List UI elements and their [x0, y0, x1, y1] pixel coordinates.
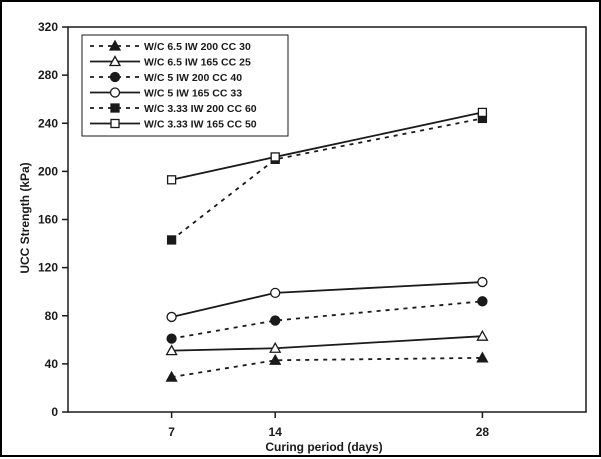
y-tick-label: 0	[51, 405, 58, 419]
legend-marker	[108, 55, 122, 67]
legend: W/C 6.5 IW 200 CC 30 W/C 6.5 IW 165 CC 25…	[81, 34, 289, 137]
data-point	[477, 107, 488, 118]
data-point	[165, 344, 178, 356]
series-1	[165, 351, 489, 382]
x-tick-label: 14	[269, 425, 283, 439]
y-tick-label: 320	[38, 20, 58, 34]
legend-marker	[110, 103, 120, 113]
data-point	[166, 311, 177, 323]
y-tick-label: 160	[38, 213, 58, 227]
data-point	[477, 296, 488, 307]
legend-label: W/C 5 IW 165 CC 33	[144, 88, 242, 100]
legend-marker	[110, 118, 120, 129]
data-point	[269, 341, 282, 353]
data-point	[166, 175, 177, 185]
y-tick-label: 80	[45, 309, 59, 323]
series-6	[166, 107, 488, 185]
series-3	[166, 296, 488, 344]
data-point	[270, 287, 281, 299]
series-4	[166, 276, 488, 323]
data-point	[270, 315, 281, 326]
y-tick-label: 280	[38, 68, 58, 82]
series-layer	[165, 107, 489, 382]
y-tick-label: 120	[38, 261, 58, 275]
legend-label: W/C 3.33 IW 165 CC 50	[144, 119, 257, 131]
data-point	[166, 333, 177, 344]
legend-label: W/C 3.33 IW 200 CC 60	[144, 103, 257, 115]
x-tick-label: 28	[476, 425, 490, 439]
data-point	[477, 276, 488, 288]
x-axis-title: Curing period (days)	[265, 440, 382, 454]
y-tick-label: 200	[38, 164, 58, 178]
series-2	[165, 329, 489, 356]
y-tick-label: 240	[38, 116, 58, 130]
series-line	[171, 117, 483, 241]
data-point	[476, 351, 489, 363]
y-axis-title: UCC Strength (kPa)	[18, 162, 32, 273]
y-tick-label: 40	[45, 357, 59, 371]
legend-marker	[109, 71, 121, 83]
legend-label: W/C 6.5 IW 200 CC 30	[144, 41, 251, 53]
data-point	[166, 235, 177, 245]
series-line	[171, 300, 483, 340]
legend-label: W/C 5 IW 200 CC 40	[144, 72, 242, 84]
legend-label: W/C 6.5 IW 165 CC 25	[144, 57, 251, 69]
data-point	[476, 329, 489, 341]
data-point	[270, 152, 280, 162]
data-point	[269, 353, 282, 365]
legend-marker	[108, 39, 122, 51]
x-tick-label: 7	[168, 425, 175, 439]
legend-marker	[109, 87, 121, 98]
data-point	[165, 370, 178, 382]
series-line	[171, 356, 483, 378]
